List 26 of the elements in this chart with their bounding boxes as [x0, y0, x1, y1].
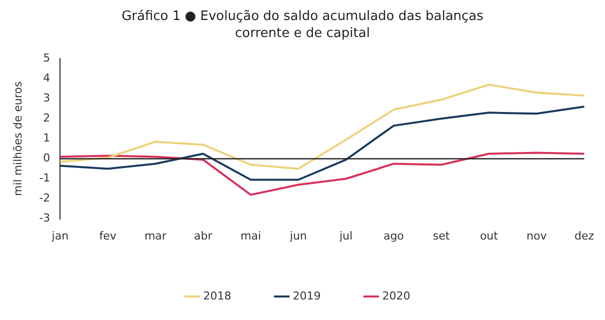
- x-tick-label: jan: [50, 229, 69, 242]
- x-tick-label: out: [480, 229, 499, 242]
- x-tick-label: nov: [526, 229, 548, 242]
- x-tick-label: ago: [383, 229, 404, 242]
- x-tick-label: dez: [574, 229, 594, 242]
- y-tick-label: 3: [43, 92, 50, 105]
- y-tick-label: 1: [43, 132, 50, 145]
- y-tick-label: -2: [39, 192, 50, 205]
- y-tick-label: -1: [39, 172, 50, 185]
- legend-label: 2020: [382, 289, 410, 302]
- legend-label: 2018: [203, 289, 232, 302]
- x-tick-label: mai: [240, 229, 261, 242]
- x-tick-label: set: [432, 229, 450, 242]
- y-axis-title: mil milhões de euros: [11, 81, 24, 196]
- y-tick-label: 4: [43, 71, 50, 84]
- chart-title: Gráfico 1 ● Evolução do saldo acumulado das balanças corrente e de capital: [120, 8, 484, 42]
- legend-label: 2019: [292, 289, 321, 302]
- y-tick-label: 0: [43, 152, 50, 165]
- x-tick-label: mar: [144, 229, 167, 242]
- y-tick-label: 2: [43, 112, 50, 125]
- y-tick-label: 5: [43, 51, 50, 64]
- x-tick-label: abr: [194, 229, 213, 242]
- x-tick-label: fev: [99, 229, 117, 242]
- y-tick-label: -3: [39, 212, 50, 225]
- x-tick-label: jul: [338, 229, 353, 242]
- x-tick-label: jun: [288, 229, 307, 242]
